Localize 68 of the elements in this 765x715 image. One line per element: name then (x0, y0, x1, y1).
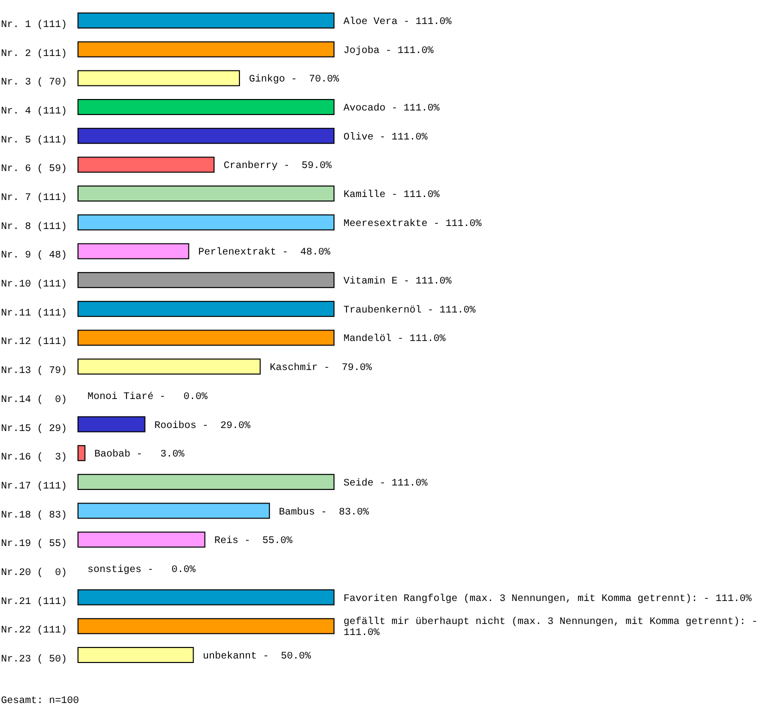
data-label: sonstiges ‐ 0.0% (88, 564, 196, 576)
bar (78, 646, 194, 663)
data-label: Cranberry ‐ 59.0% (224, 160, 332, 172)
y-tick-label: Nr.11 (111) (1, 307, 68, 320)
y-tick-label: Nr.16 ( 3) (1, 452, 68, 464)
bar (78, 70, 240, 86)
bar (78, 589, 334, 606)
y-tick-label: Nr.12 (111) (1, 336, 68, 348)
data-label: Aloe Vera ‐ 111.0% (344, 16, 452, 28)
bar (78, 358, 261, 375)
data-label: Favoriten Rangfolge (max. 3 Nennungen, mit Komma getrennt): ‐ 111.0% (344, 592, 752, 605)
y-tick-label: Nr.20 ( 0) (1, 566, 68, 579)
bar (78, 214, 334, 230)
bar (78, 474, 334, 490)
data-label: Kaschmir ‐ 79.0% (270, 362, 372, 374)
bar (78, 243, 190, 260)
data-label: Monoi Tiaré ‐ 0.0% (88, 390, 208, 403)
data-label: Ginkgo ‐ 70.0% (248, 74, 339, 86)
y-tick-label: Nr.21 (111) (1, 596, 68, 608)
data-label: Jojoba ‐ 111.0% (344, 44, 434, 57)
data-label: Vitamin E ‐ 111.0% (344, 276, 452, 288)
y-tick-label: Nr.23 ( 50) (1, 653, 68, 666)
y-tick-label: Nr.17 (111) (1, 480, 68, 492)
data-label: Baobab ‐ 3.0% (94, 448, 184, 461)
y-tick-label: Nr.14 ( 0) (1, 394, 68, 406)
bar (78, 445, 86, 462)
text: Gesamt: n=100 (1, 696, 80, 707)
data-label: Mandelöl ‐ 111.0% (344, 333, 446, 346)
y-tick-label: Nr. 8 (111) (1, 220, 68, 233)
data-label: Meeresextrakte ‐ 111.0% (344, 218, 482, 230)
bar (78, 300, 334, 317)
bar (78, 128, 334, 144)
y-tick-label: Nr.15 ( 29) (1, 422, 68, 435)
y-tick-label: Nr.19 ( 55) (1, 538, 68, 550)
bar (78, 532, 206, 548)
data-label: Avocado ‐ 111.0% (344, 102, 440, 115)
data-label: Kamille ‐ 111.0% (344, 189, 440, 202)
data-label: Seide ‐ 111.0% (344, 477, 428, 490)
y-tick-label: Nr. 4 (111) (1, 106, 68, 118)
bar (78, 156, 215, 173)
y-tick-label: Nr. 1 (111) (1, 19, 68, 31)
y-tick-label: Nr. 6 ( 59) (1, 163, 68, 176)
bar (78, 186, 334, 202)
y-tick-label: Nr. 5 (111) (1, 134, 68, 146)
bar (78, 618, 334, 634)
y-tick-label: Nr.18 ( 83) (1, 509, 68, 522)
y-tick-label: Nr. 9 ( 48) (1, 250, 68, 262)
y-tick-label: Nr. 7 (111) (1, 192, 68, 204)
data-label: Rooibos ‐ 29.0% (154, 420, 250, 432)
bar (78, 502, 270, 519)
bar (78, 41, 334, 58)
bar (78, 330, 334, 346)
data-label: gefällt mir überhaupt nicht (max. 3 Nennungen, mit Komma getrennt): ‐ 111.0% (344, 616, 758, 640)
data-label: Traubenkernöl ‐ 111.0% (344, 304, 476, 316)
bar (78, 99, 334, 116)
y-tick-label: Nr.10 (111) (1, 278, 68, 291)
data-label: Perlenextrakt ‐ 48.0% (198, 246, 330, 259)
y-tick-label: Nr.13 ( 79) (1, 365, 68, 378)
y-tick-label: Nr. 3 ( 70) (1, 76, 68, 89)
y-tick-label: Nr.22 (111) (1, 624, 68, 637)
bar (78, 272, 334, 288)
bar (78, 12, 334, 28)
data-label: unbekannt ‐ 50.0% (202, 650, 311, 662)
data-label: Bambus ‐ 83.0% (278, 506, 369, 518)
y-tick-label: Nr. 2 (111) (1, 48, 68, 60)
data-label: Olive ‐ 111.0% (344, 131, 428, 144)
bar (78, 416, 146, 432)
data-label: Reis ‐ 55.0% (214, 535, 292, 548)
